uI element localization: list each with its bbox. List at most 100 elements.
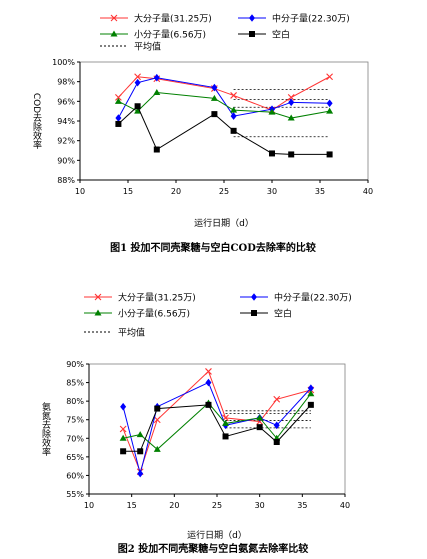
y-axis-label: COD去除效率 (31, 93, 42, 150)
data-point (120, 448, 127, 455)
x-tick-label: 35 (315, 187, 325, 196)
y-tick-label: 60% (66, 471, 84, 480)
y-tick-label: 100% (52, 58, 75, 67)
x-tick-label: 25 (212, 501, 222, 510)
y-tick-label: 75% (66, 416, 84, 425)
legend-marker-3 (251, 310, 257, 316)
data-point (153, 88, 161, 95)
x-tick-label: 10 (75, 187, 85, 196)
y-tick-label: 90% (66, 360, 84, 369)
data-point (287, 114, 295, 121)
data-point (153, 73, 160, 82)
data-point (326, 73, 333, 81)
x-axis-label: 运行日期（d） (194, 217, 254, 229)
data-point (134, 73, 141, 81)
data-point (154, 405, 161, 412)
data-point (307, 390, 315, 397)
data-point (230, 92, 237, 99)
data-point (326, 99, 333, 108)
data-point (211, 83, 218, 92)
y-tick-label: 96% (57, 97, 75, 106)
data-point (205, 378, 212, 387)
x-tick-label: 20 (171, 187, 181, 196)
series-1 (115, 73, 333, 122)
data-point (205, 368, 212, 375)
y-tick-label: 70% (66, 434, 84, 443)
data-point (119, 434, 127, 441)
y-tick-label: 55% (66, 490, 84, 499)
cod-removal-chart: 大分子量(31.25万) 中分子量(22.30万) 小分子量(6.56万) 空白平均值… (31, 13, 373, 255)
series-line-1 (122, 381, 312, 474)
legend-marker-0 (110, 14, 118, 22)
data-point (210, 94, 218, 101)
data-point (137, 448, 144, 455)
legend-label-average: 平均值 (134, 41, 161, 53)
x-tick-label: 35 (297, 501, 307, 510)
x-axis-label: 运行日期（d） (187, 529, 247, 541)
series-3 (120, 401, 314, 455)
data-point (326, 107, 334, 114)
x-tick-label: 25 (219, 187, 229, 196)
data-point (137, 469, 144, 478)
data-point (269, 150, 275, 157)
legend-label-2: 小分子量(6.56万) (134, 30, 206, 41)
data-point (230, 112, 237, 120)
legend-label-3: 空白 (274, 308, 292, 320)
y-tick-label: 80% (66, 397, 84, 406)
data-point (273, 421, 280, 430)
figure-caption: 图2 投加不同壳聚糖与空白氨氮去除率比较 (118, 542, 308, 555)
data-point (115, 94, 122, 101)
data-point (134, 103, 141, 110)
data-point (230, 106, 238, 113)
plot-area (88, 363, 346, 495)
legend-marker-1 (251, 293, 257, 301)
legend-label-3: 空白 (272, 29, 290, 41)
x-tick-label: 20 (169, 501, 179, 510)
legend-marker-2 (110, 30, 118, 37)
legend-marker-3 (249, 31, 255, 37)
legend-label-1: 中分子量(22.30万) (272, 13, 350, 25)
data-point (153, 416, 161, 424)
data-point (307, 384, 314, 392)
y-tick-label: 65% (66, 453, 84, 462)
y-tick-label: 98% (57, 78, 75, 87)
data-point (307, 401, 314, 408)
data-point (134, 107, 142, 114)
y-tick-label: 94% (57, 117, 75, 126)
legend-label-0: 大分子量(31.25万) (134, 13, 212, 25)
series-line-2 (118, 91, 330, 119)
y-tick-label: 85% (66, 379, 84, 388)
data-point (288, 151, 295, 158)
y-tick-label: 90% (57, 156, 75, 165)
data-point (256, 424, 263, 431)
data-point (134, 78, 141, 87)
data-point (153, 146, 160, 153)
series-line-0 (118, 76, 330, 111)
x-tick-label: 30 (255, 501, 265, 510)
y-tick-label: 88% (57, 176, 75, 185)
data-point (222, 433, 229, 440)
data-point (256, 414, 264, 421)
data-point (222, 419, 230, 426)
x-tick-label: 15 (123, 187, 133, 196)
data-point (153, 445, 161, 452)
data-point (268, 108, 276, 115)
data-point (326, 151, 333, 158)
data-point (273, 439, 280, 445)
series-2 (114, 88, 334, 121)
legend-label-0: 大分子量(31.25万) (118, 292, 196, 304)
x-tick-label: 40 (340, 501, 350, 510)
series-line-1 (117, 77, 330, 119)
data-point (273, 395, 281, 403)
series-2 (119, 390, 315, 452)
x-tick-label: 10 (84, 501, 94, 510)
legend-label-1: 中分子量(22.30万) (274, 292, 352, 304)
series-3 (115, 103, 333, 158)
legend-label-2: 小分子量(6.56万) (118, 309, 190, 320)
data-point (114, 97, 122, 104)
x-tick-label: 15 (127, 501, 137, 510)
x-tick-label: 30 (267, 187, 277, 196)
data-point (136, 431, 144, 438)
